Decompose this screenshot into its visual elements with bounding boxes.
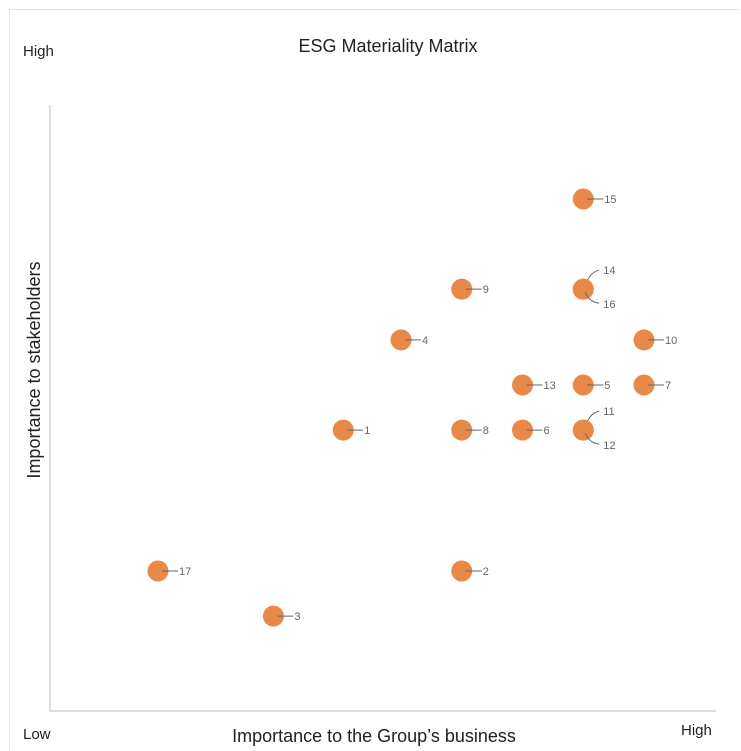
point-13-label: 13 [544,380,556,392]
y-high-label: High [23,43,54,60]
point-10-label: 10 [665,335,677,347]
point-12-label: 12 [603,440,615,452]
y-axis-title: Importance to stakeholders [24,261,44,478]
point-5-label: 5 [604,380,610,392]
point-15 [572,188,594,210]
point-2 [451,560,473,582]
point-16-leader [584,291,600,304]
x-low-label: Low [23,726,51,743]
point-7 [633,374,655,396]
point-16 [572,278,594,300]
point-9-label: 9 [483,284,489,296]
point-4-label: 4 [422,335,428,347]
chart-frame [9,9,740,750]
point-8-label: 8 [483,425,489,437]
point-14-label: 14 [603,265,615,277]
point-12-leader [584,432,600,445]
point-10 [633,329,655,351]
point-11-label: 11 [603,406,614,418]
point-17-label: 17 [179,566,191,578]
point-13 [512,374,533,396]
point-3 [262,605,284,627]
point-5 [572,374,594,396]
point-3-label: 3 [294,611,300,623]
point-9 [451,278,473,300]
x-axis-title: Importance to the Group’s business [232,726,516,746]
point-4 [390,329,412,351]
point-12 [572,419,594,441]
point-16-label: 16 [603,299,615,311]
point-6 [512,419,533,441]
point-8 [451,419,473,441]
point-1-label: 1 [364,425,370,437]
chart-title: ESG Materiality Matrix [298,36,477,56]
x-high-label: High [681,722,712,739]
point-7-label: 7 [665,380,671,392]
point-2-label: 2 [483,566,489,578]
point-1 [332,419,354,441]
point-6-label: 6 [544,425,550,437]
point-17 [147,560,169,582]
point-15-label: 15 [604,194,616,206]
